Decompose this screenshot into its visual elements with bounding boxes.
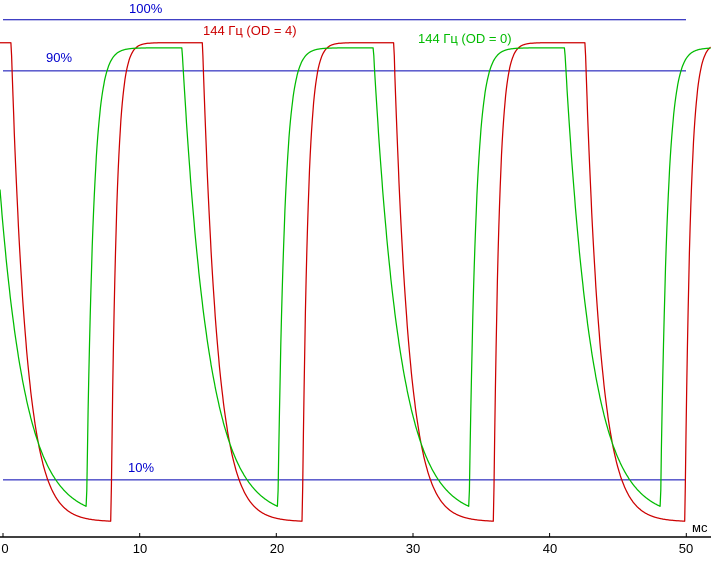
x-tick-label-50: 50 [678, 541, 694, 556]
ref-label-10: 10% [128, 460, 155, 475]
x-tick-label-10: 10 [132, 541, 148, 556]
x-tick-label-30: 30 [405, 541, 421, 556]
ref-label-90: 90% [46, 50, 73, 65]
x-tick-label-40: 40 [542, 541, 558, 556]
series-label-od0: 144 Гц (OD = 0) [418, 31, 512, 46]
x-tick-label-20: 20 [269, 541, 285, 556]
ref-label-100: 100% [129, 1, 163, 16]
series-label-od4: 144 Гц (OD = 4) [203, 23, 297, 38]
x-tick-label-0: 0 [1, 541, 9, 556]
x-unit-label: мс [692, 520, 708, 535]
